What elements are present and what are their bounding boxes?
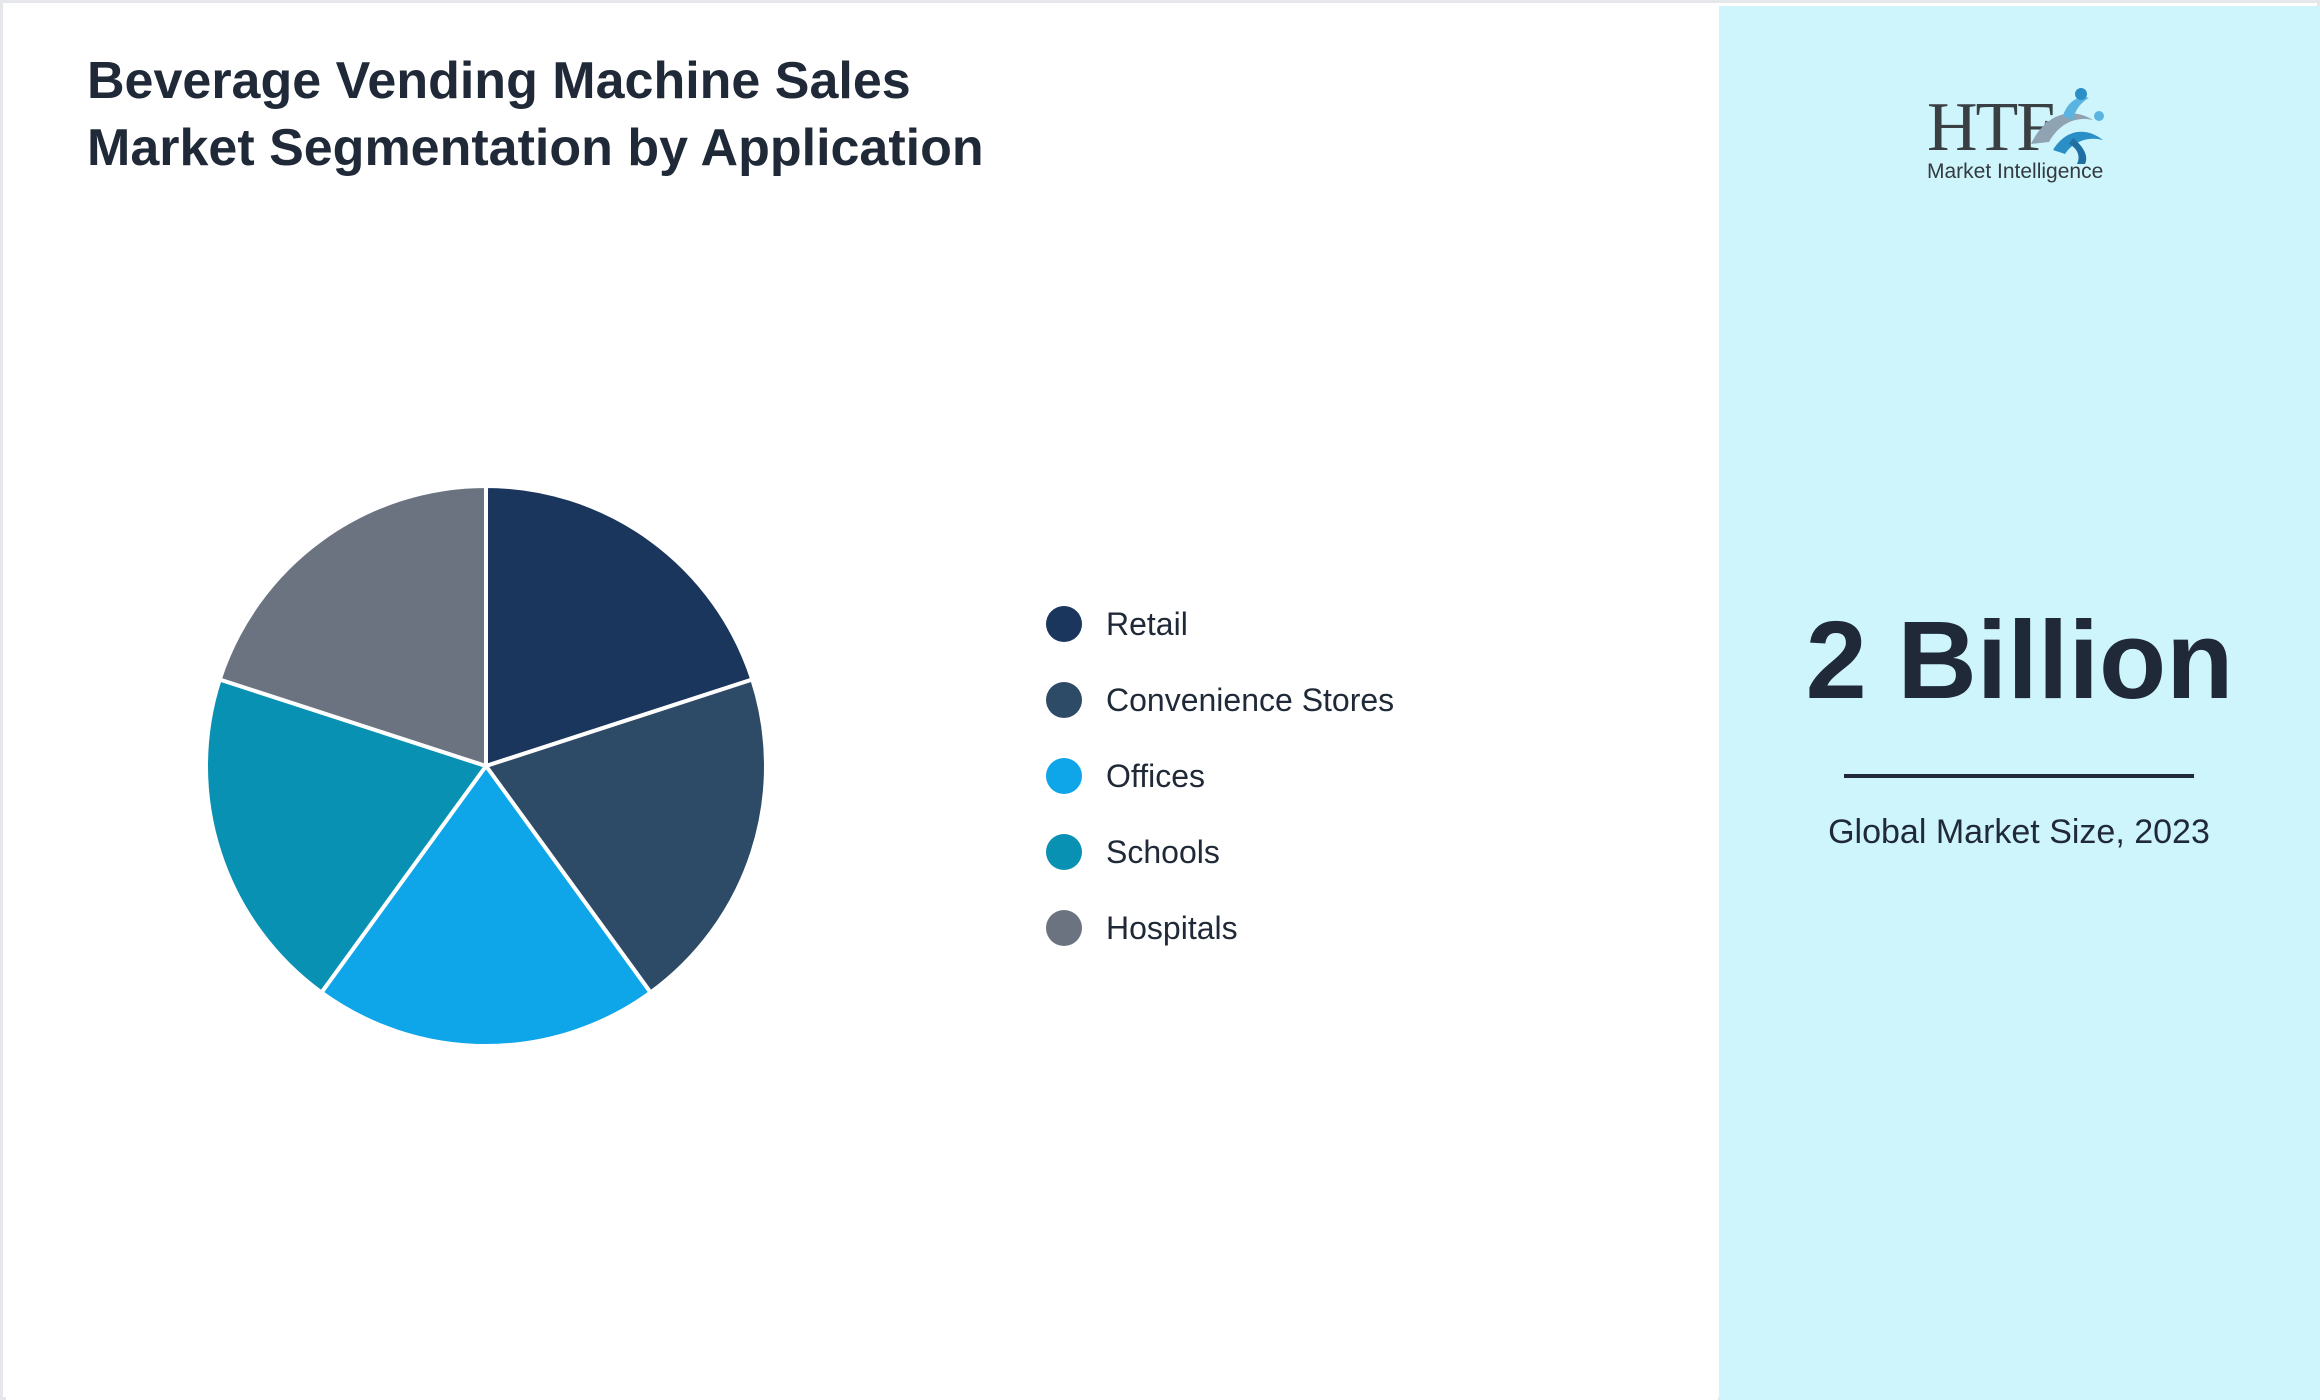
chart-panel: Beverage Vending Machine Sales Market Se… bbox=[6, 6, 1718, 1400]
legend-item-schools: Schools bbox=[1046, 814, 1394, 890]
pie-slice-offices bbox=[319, 764, 653, 1048]
legend-swatch bbox=[1046, 682, 1082, 718]
pie-slice-convenience-stores bbox=[484, 677, 768, 995]
legend-label: Schools bbox=[1106, 833, 1220, 870]
legend-item-hospitals: Hospitals bbox=[1046, 890, 1394, 966]
market-size-value: 2 Billion bbox=[1805, 599, 2234, 722]
legend-swatch bbox=[1046, 758, 1082, 794]
htf-logo: HTF Market Intelligence bbox=[1919, 84, 2119, 194]
divider bbox=[1844, 774, 2194, 778]
legend-item-convenience-stores: Convenience Stores bbox=[1046, 662, 1394, 738]
legend-swatch bbox=[1046, 606, 1082, 642]
legend-item-retail: Retail bbox=[1046, 586, 1394, 662]
chart-legend: Retail Convenience Stores Offices Schools Ho… bbox=[1046, 586, 1394, 966]
pie-svg bbox=[204, 484, 768, 1048]
legend-label: Offices bbox=[1106, 757, 1205, 794]
legend-label: Hospitals bbox=[1106, 909, 1238, 946]
logo-subtitle: Market Intelligence bbox=[1927, 160, 2104, 183]
pie-slice-retail bbox=[484, 484, 755, 768]
summary-panel: HTF Market Intelligence 2 Billion Global… bbox=[1719, 6, 2320, 1400]
legend-label: Retail bbox=[1106, 605, 1188, 642]
legend-swatch bbox=[1046, 834, 1082, 870]
pie-chart bbox=[196, 476, 776, 1056]
chart-title: Beverage Vending Machine Sales Market Se… bbox=[87, 52, 984, 177]
pie-slice-schools bbox=[204, 677, 488, 995]
legend-label: Convenience Stores bbox=[1106, 681, 1395, 718]
legend-item-offices: Offices bbox=[1046, 738, 1394, 814]
logo-text: HTF bbox=[1927, 89, 2055, 166]
legend-swatch bbox=[1046, 910, 1082, 946]
logo-figures-icon bbox=[2031, 88, 2104, 164]
market-size-caption: Global Market Size, 2023 bbox=[1828, 813, 2210, 851]
pie-slice-hospitals bbox=[217, 484, 488, 768]
